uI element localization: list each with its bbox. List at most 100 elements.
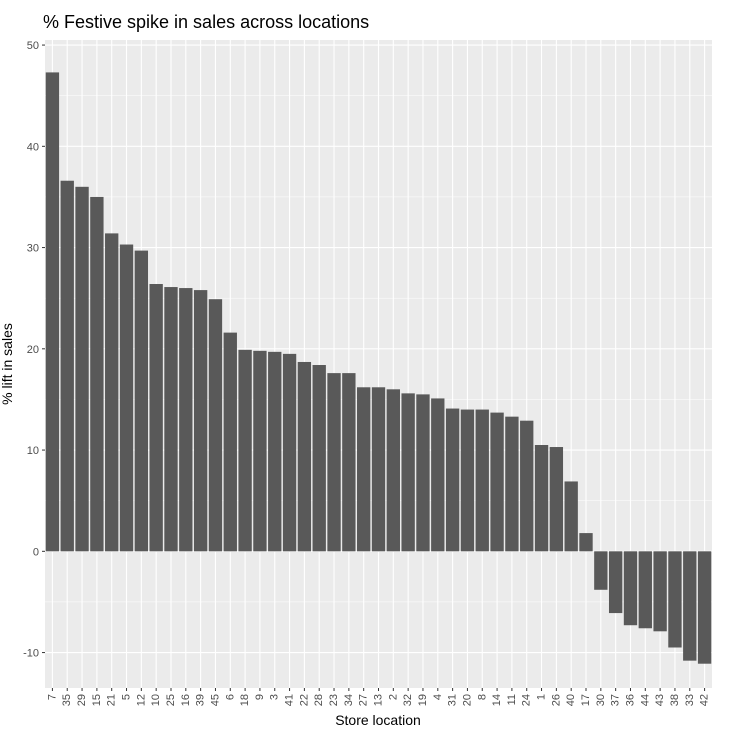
bar-store-8: [475, 409, 489, 552]
x-tick-label: 24: [521, 694, 533, 706]
bar-store-18: [238, 349, 252, 552]
bar-store-30: [594, 551, 608, 590]
x-tick-label: 9: [254, 694, 266, 700]
x-tick-label: 30: [595, 694, 607, 706]
y-tick-label: 10: [27, 445, 39, 457]
bar-store-20: [460, 409, 475, 552]
bar-store-37: [608, 551, 623, 614]
bar-store-26: [549, 447, 564, 552]
x-tick-label: 39: [195, 694, 207, 706]
x-tick-label: 7: [46, 694, 58, 700]
bar-store-43: [653, 551, 667, 632]
x-tick-label: 8: [476, 694, 488, 700]
bar-store-35: [60, 180, 74, 552]
bar-store-29: [75, 186, 89, 552]
x-tick-label: 38: [669, 694, 681, 706]
x-tick-label: 15: [91, 694, 103, 706]
y-axis: 50 40 30 20 10 0 -10: [23, 40, 45, 660]
x-tick-label: 40: [565, 694, 577, 706]
y-tick-label: 40: [27, 141, 39, 153]
y-tick-label: 20: [27, 344, 39, 356]
x-tick-label: 14: [491, 694, 503, 706]
bar-store-38: [668, 551, 682, 648]
bar-store-24: [520, 420, 534, 552]
x-tick-label: 22: [298, 694, 310, 706]
x-tick-label: 25: [165, 694, 177, 706]
x-tick-label: 6: [224, 694, 236, 700]
bar-store-39: [193, 290, 208, 552]
x-tick-label: 3: [269, 694, 281, 700]
bar-store-23: [327, 373, 341, 552]
x-tick-label: 4: [432, 694, 444, 700]
y-tick-label: -10: [23, 648, 39, 660]
y-tick-label: 30: [27, 243, 39, 255]
bar-store-36: [623, 551, 638, 626]
x-tick-label: 33: [684, 694, 696, 706]
x-tick-label: 19: [417, 694, 429, 706]
x-tick-label: 1: [536, 694, 548, 700]
bar-store-10: [149, 284, 163, 552]
bar-store-44: [638, 551, 652, 629]
bar-store-12: [134, 250, 149, 552]
x-tick-label: 5: [121, 694, 133, 700]
bar-store-27: [357, 387, 371, 552]
x-tick-label: 28: [313, 694, 325, 706]
x-tick-label: 44: [639, 694, 651, 706]
bar-store-16: [179, 288, 193, 552]
bar-store-28: [312, 365, 326, 552]
x-tick-label: 37: [610, 694, 622, 706]
bar-store-34: [342, 373, 356, 552]
bar-store-31: [445, 408, 460, 552]
bar-store-42: [697, 551, 712, 664]
x-tick-label: 42: [699, 694, 711, 706]
bar-store-14: [490, 412, 504, 552]
x-tick-label: 36: [624, 694, 636, 706]
x-tick-label: 35: [61, 694, 73, 706]
bar-store-22: [297, 361, 312, 552]
x-tick-label: 18: [239, 694, 251, 706]
bar-store-4: [431, 398, 445, 552]
x-tick-label: 26: [550, 694, 562, 706]
bar-store-5: [119, 244, 134, 552]
x-tick-label: 45: [209, 694, 221, 706]
x-tick-label: 2: [387, 694, 399, 700]
x-tick-label: 34: [343, 694, 355, 706]
y-tick-label: 50: [27, 40, 39, 52]
bar-store-40: [564, 481, 578, 552]
bar-store-25: [164, 287, 178, 552]
bar-store-3: [268, 351, 282, 552]
x-tick-label: 10: [150, 694, 162, 706]
bar-store-9: [253, 350, 267, 552]
y-tick-label: 0: [33, 546, 39, 558]
bars: [45, 72, 712, 664]
x-tick-label: 41: [284, 694, 296, 706]
x-tick-label: 32: [402, 694, 414, 706]
bar-store-13: [371, 387, 386, 552]
x-tick-label: 43: [654, 694, 666, 706]
x-tick-label: 27: [358, 694, 370, 706]
bar-store-41: [282, 353, 297, 552]
bar-store-2: [386, 389, 400, 552]
bar-store-11: [505, 416, 519, 552]
chart-title: % Festive spike in sales across location…: [43, 12, 369, 32]
bar-store-32: [401, 393, 415, 552]
x-tick-label: 21: [106, 694, 118, 706]
bar-store-33: [683, 551, 697, 661]
bar-store-17: [579, 533, 593, 552]
x-tick-label: 29: [76, 694, 88, 706]
bar-store-15: [90, 196, 104, 552]
x-tick-label: 23: [328, 694, 340, 706]
bar-store-45: [208, 299, 223, 552]
x-axis: 7 35 29 15 21 5 12 10 25 16 39 45 6 18 9 3 41 22 28 23 34 27 1…: [46, 688, 711, 706]
x-tick-label: 31: [447, 694, 459, 706]
bar-store-6: [223, 332, 237, 552]
x-axis-title: Store location: [335, 712, 421, 728]
x-tick-label: 13: [373, 694, 385, 706]
x-tick-label: 12: [135, 694, 147, 706]
bar-store-1: [534, 445, 549, 552]
x-tick-label: 16: [180, 694, 192, 706]
bar-store-19: [416, 394, 430, 552]
x-tick-label: 11: [506, 694, 518, 705]
bar-store-7: [45, 72, 60, 552]
